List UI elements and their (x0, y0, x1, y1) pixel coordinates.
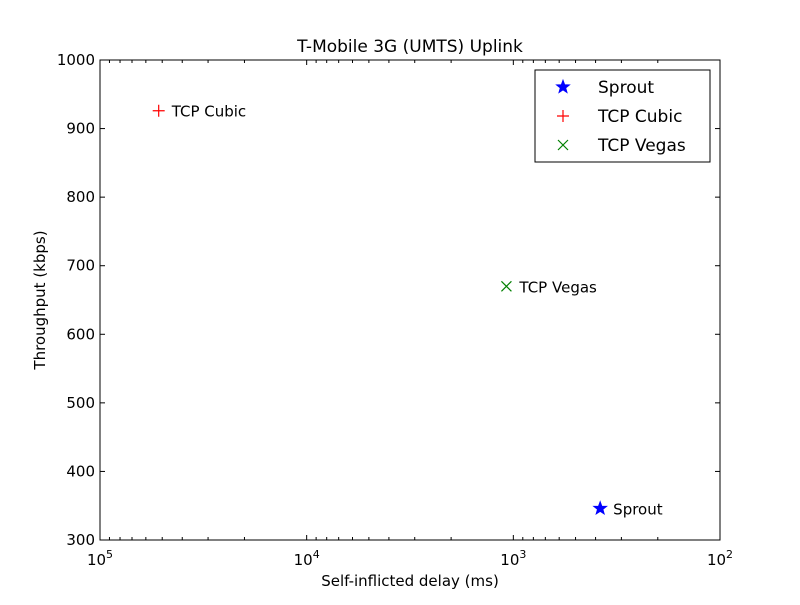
x-tick-base: 10 (707, 551, 726, 569)
point-annotation: TCP Cubic (171, 103, 247, 121)
point-annotation: Sprout (613, 500, 663, 518)
x-tick-exponent: 2 (726, 548, 733, 561)
y-tick-label: 900 (66, 120, 95, 138)
point-x-marker (501, 280, 512, 292)
x-tick-label: 104 (294, 548, 320, 569)
legend-label: TCP Vegas (597, 136, 686, 156)
point-plus-marker (152, 104, 165, 117)
x-tick-exponent: 5 (106, 548, 113, 561)
y-tick-label: 300 (66, 531, 95, 549)
x-tick-base: 10 (294, 551, 313, 569)
x-tick-label: 103 (500, 548, 526, 569)
legend-x-marker (557, 139, 569, 151)
x-tick-base: 10 (500, 551, 519, 569)
y-tick-label: 700 (66, 257, 95, 275)
chart-title: T-Mobile 3G (UMTS) Uplink (296, 37, 523, 57)
point-star-marker (592, 500, 608, 516)
x-axis-label: Self-inflicted delay (ms) (321, 572, 499, 590)
legend-star-marker (555, 78, 571, 94)
x-tick-label: 105 (87, 548, 113, 569)
y-tick-label: 500 (66, 394, 95, 412)
y-tick-label: 400 (66, 462, 95, 480)
data-points: Sprout TCP Cubic TCP Vegas (152, 103, 663, 518)
legend-label: TCP Cubic (597, 107, 682, 127)
y-axis-label: Throughput (kbps) (31, 230, 49, 370)
point-annotation: TCP Vegas (518, 278, 597, 296)
y-tick-label: 1000 (57, 51, 95, 69)
x-tick-label: 102 (707, 548, 733, 569)
x-tick-exponent: 3 (519, 548, 526, 561)
legend: Sprout TCP Cubic TCP Vegas (534, 69, 711, 163)
plot-frame (99, 59, 721, 541)
y-tick-label: 600 (66, 325, 95, 343)
x-tick-exponent: 4 (313, 548, 320, 561)
legend-plus-marker (557, 110, 569, 122)
x-tick-base: 10 (87, 551, 106, 569)
y-tick-label: 800 (66, 188, 95, 206)
legend-label: Sprout (598, 78, 654, 98)
